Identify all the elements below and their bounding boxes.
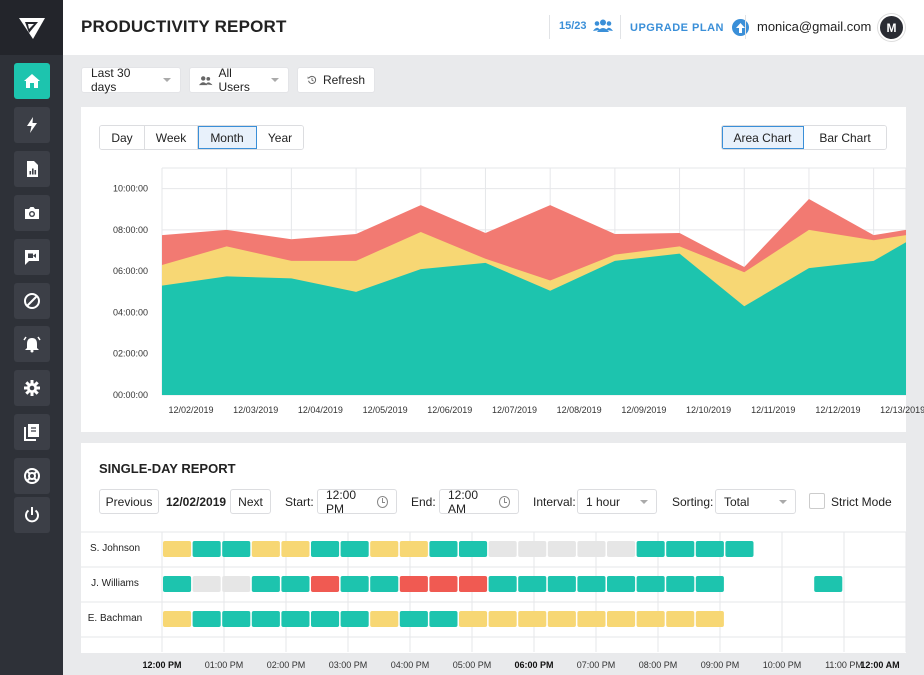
sorting-value: Total — [724, 494, 750, 509]
next-day-button[interactable]: Next — [230, 489, 271, 514]
timeline-row-label: J. Williams — [91, 578, 139, 589]
sidebar-item-block[interactable] — [14, 283, 50, 319]
history-icon — [307, 75, 317, 84]
refresh-button[interactable]: Refresh — [297, 67, 375, 93]
avatar[interactable]: M — [878, 14, 905, 41]
time-tick-label: 02:00 PM — [266, 660, 306, 670]
sidebar-item-camera[interactable] — [14, 195, 50, 231]
time-tick-label: 01:00 PM — [204, 660, 244, 670]
start-time-value: 12:00 PM — [326, 487, 357, 516]
header-divider — [620, 15, 621, 39]
timeline-row-label: S. Johnson — [89, 543, 141, 554]
tab-year[interactable]: Year — [257, 126, 303, 149]
documents-icon — [24, 424, 39, 441]
time-tick-label: 04:00 PM — [390, 660, 430, 670]
time-tick-label: 11:00 PM — [825, 660, 863, 670]
seats-count: 15/23 — [559, 19, 587, 32]
sidebar-item-documents[interactable] — [14, 414, 50, 450]
lifebuoy-icon — [24, 468, 40, 484]
time-tick-label: 12:00 PM — [142, 660, 182, 670]
chart-type-bar-chart[interactable]: Bar Chart — [804, 126, 886, 149]
caret-down-icon — [163, 78, 171, 82]
sidebar-item-lightning[interactable] — [14, 107, 50, 143]
date-range-dropdown[interactable]: Last 30 days — [81, 66, 181, 94]
top-header: PRODUCTIVITY REPORT 15/23 UPGRADE PLAN m… — [63, 0, 924, 55]
users-icon — [199, 75, 213, 85]
report-file-icon — [27, 161, 38, 177]
camera-icon — [25, 207, 39, 219]
lightning-icon — [27, 117, 37, 133]
app-logo[interactable] — [0, 0, 63, 55]
time-tick-label: 06:00 PM — [514, 660, 554, 670]
sidebar-item-lifebuoy[interactable] — [14, 458, 50, 494]
chart-type-area-chart[interactable]: Area Chart — [722, 126, 804, 149]
header-divider — [549, 15, 550, 39]
refresh-label: Refresh — [322, 73, 365, 87]
interval-label: Interval: — [533, 495, 576, 509]
time-tick-label: 10:00 PM — [762, 660, 802, 670]
strict-mode-checkbox[interactable] — [809, 493, 825, 509]
block-icon — [24, 293, 40, 309]
sidebar — [0, 0, 63, 675]
time-tick-label: 08:00 PM — [638, 660, 678, 670]
sidebar-item-power[interactable] — [14, 497, 50, 533]
start-time-input[interactable]: 12:00 PM — [317, 487, 397, 516]
clock-icon — [377, 495, 388, 508]
productivity-chart-card — [81, 107, 906, 432]
time-tick-label: 12:00 AM — [860, 660, 900, 670]
users-group-icon — [592, 19, 613, 32]
end-label: End: — [411, 495, 436, 509]
period-selector: Day Week Month Year — [99, 125, 304, 150]
sidebar-item-video-chat[interactable] — [14, 239, 50, 275]
caret-down-icon — [779, 499, 787, 504]
sidebar-item-gear[interactable] — [14, 370, 50, 406]
arrow-up-icon — [732, 19, 750, 36]
gear-icon — [24, 380, 40, 396]
header-divider — [745, 15, 746, 39]
previous-label: Previous — [105, 494, 153, 509]
video-chat-icon — [25, 250, 39, 265]
tab-day[interactable]: Day — [100, 126, 145, 149]
sidebar-item-report-file[interactable] — [14, 151, 50, 187]
tab-month[interactable]: Month — [198, 126, 257, 149]
end-time-value: 12:00 AM — [448, 487, 479, 516]
tab-week[interactable]: Week — [145, 126, 198, 149]
time-tick-label: 03:00 PM — [328, 660, 368, 670]
sidebar-item-home[interactable] — [14, 63, 50, 99]
end-time-input[interactable]: 12:00 AM — [439, 487, 519, 516]
chart-type-selector: Area Chart Bar Chart — [721, 125, 887, 150]
interval-value: 1 hour — [586, 494, 621, 509]
timeline-row-label: E. Bachman — [87, 613, 143, 624]
sorting-label: Sorting: — [672, 495, 714, 509]
seats-indicator[interactable]: 15/23 — [559, 19, 613, 32]
sorting-dropdown[interactable]: Total — [715, 489, 796, 514]
date-range-value: Last 30 days — [91, 66, 131, 94]
start-label: Start: — [285, 495, 314, 509]
single-day-report-title: SINGLE-DAY REPORT — [99, 461, 236, 476]
page-title: PRODUCTIVITY REPORT — [81, 17, 287, 36]
caret-down-icon — [640, 499, 648, 504]
time-tick-label: 09:00 PM — [700, 660, 740, 670]
users-value: All Users — [218, 66, 250, 94]
upgrade-plan-button[interactable]: UPGRADE PLAN — [630, 19, 750, 36]
previous-day-button[interactable]: Previous — [99, 489, 159, 514]
time-tick-label: 05:00 PM — [452, 660, 492, 670]
clock-icon — [499, 495, 510, 508]
interval-dropdown[interactable]: 1 hour — [577, 489, 657, 514]
power-icon — [25, 507, 39, 523]
users-dropdown[interactable]: All Users — [189, 66, 289, 94]
caret-down-icon — [271, 78, 279, 82]
alarm-icon — [23, 336, 41, 353]
upgrade-plan-label: UPGRADE PLAN — [630, 21, 725, 34]
selected-date: 12/02/2019 — [166, 495, 227, 509]
time-tick-label: 07:00 PM — [576, 660, 616, 670]
strict-mode-label: Strict Mode — [831, 495, 892, 509]
home-icon — [24, 74, 40, 88]
user-email[interactable]: monica@gmail.com — [757, 19, 872, 34]
logo-icon — [18, 17, 45, 39]
sidebar-item-alarm[interactable] — [14, 326, 50, 362]
next-label: Next — [238, 494, 263, 509]
